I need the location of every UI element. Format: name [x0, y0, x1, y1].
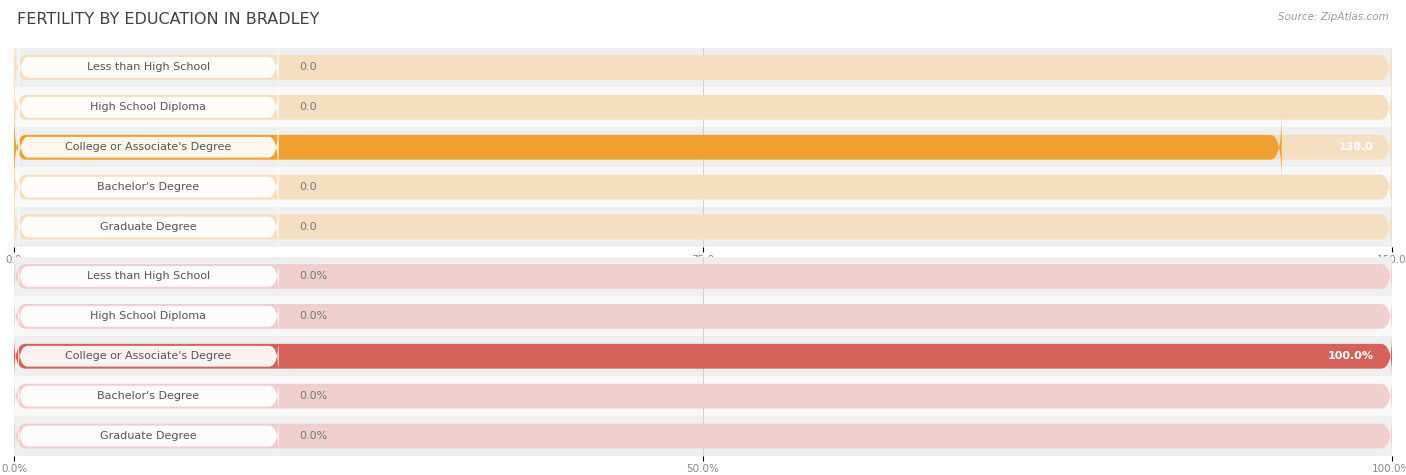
- FancyBboxPatch shape: [18, 299, 278, 334]
- Bar: [14, 207, 1392, 247]
- FancyBboxPatch shape: [14, 112, 1392, 183]
- FancyBboxPatch shape: [18, 76, 278, 139]
- Bar: [14, 167, 1392, 207]
- Text: College or Associate's Degree: College or Associate's Degree: [65, 351, 232, 361]
- FancyBboxPatch shape: [14, 377, 1392, 416]
- Text: Source: ZipAtlas.com: Source: ZipAtlas.com: [1278, 12, 1389, 22]
- Text: 0.0%: 0.0%: [299, 431, 328, 441]
- FancyBboxPatch shape: [14, 297, 1392, 336]
- Text: 138.0: 138.0: [1339, 142, 1374, 152]
- Text: High School Diploma: High School Diploma: [90, 102, 207, 113]
- Text: Graduate Degree: Graduate Degree: [100, 431, 197, 441]
- Bar: [14, 296, 1392, 336]
- Text: Bachelor's Degree: Bachelor's Degree: [97, 391, 200, 401]
- FancyBboxPatch shape: [14, 191, 1392, 263]
- FancyBboxPatch shape: [18, 339, 278, 374]
- FancyBboxPatch shape: [18, 36, 278, 99]
- Text: Less than High School: Less than High School: [87, 62, 209, 73]
- FancyBboxPatch shape: [14, 337, 1392, 376]
- Bar: [14, 256, 1392, 296]
- Bar: [14, 127, 1392, 167]
- Text: 0.0: 0.0: [299, 222, 316, 232]
- FancyBboxPatch shape: [14, 337, 1392, 376]
- Text: 0.0%: 0.0%: [299, 311, 328, 322]
- FancyBboxPatch shape: [18, 418, 278, 454]
- Text: 0.0: 0.0: [299, 182, 316, 192]
- FancyBboxPatch shape: [14, 72, 1392, 143]
- Text: 0.0: 0.0: [299, 62, 316, 73]
- Text: 100.0%: 100.0%: [1329, 351, 1374, 361]
- FancyBboxPatch shape: [18, 116, 278, 179]
- Text: 0.0%: 0.0%: [299, 391, 328, 401]
- Bar: [14, 48, 1392, 87]
- FancyBboxPatch shape: [18, 156, 278, 218]
- Text: Graduate Degree: Graduate Degree: [100, 222, 197, 232]
- Text: High School Diploma: High School Diploma: [90, 311, 207, 322]
- FancyBboxPatch shape: [18, 379, 278, 414]
- FancyBboxPatch shape: [14, 152, 1392, 223]
- Bar: [14, 376, 1392, 416]
- Text: 0.0: 0.0: [299, 102, 316, 113]
- Bar: [14, 336, 1392, 376]
- Bar: [14, 416, 1392, 456]
- FancyBboxPatch shape: [14, 417, 1392, 456]
- FancyBboxPatch shape: [18, 259, 278, 294]
- Text: FERTILITY BY EDUCATION IN BRADLEY: FERTILITY BY EDUCATION IN BRADLEY: [17, 12, 319, 27]
- Text: Less than High School: Less than High School: [87, 271, 209, 282]
- Text: Bachelor's Degree: Bachelor's Degree: [97, 182, 200, 192]
- FancyBboxPatch shape: [14, 32, 1392, 103]
- Text: 0.0%: 0.0%: [299, 271, 328, 282]
- Bar: [14, 87, 1392, 127]
- Text: College or Associate's Degree: College or Associate's Degree: [65, 142, 232, 152]
- FancyBboxPatch shape: [14, 112, 1282, 183]
- FancyBboxPatch shape: [14, 257, 1392, 296]
- FancyBboxPatch shape: [18, 196, 278, 258]
